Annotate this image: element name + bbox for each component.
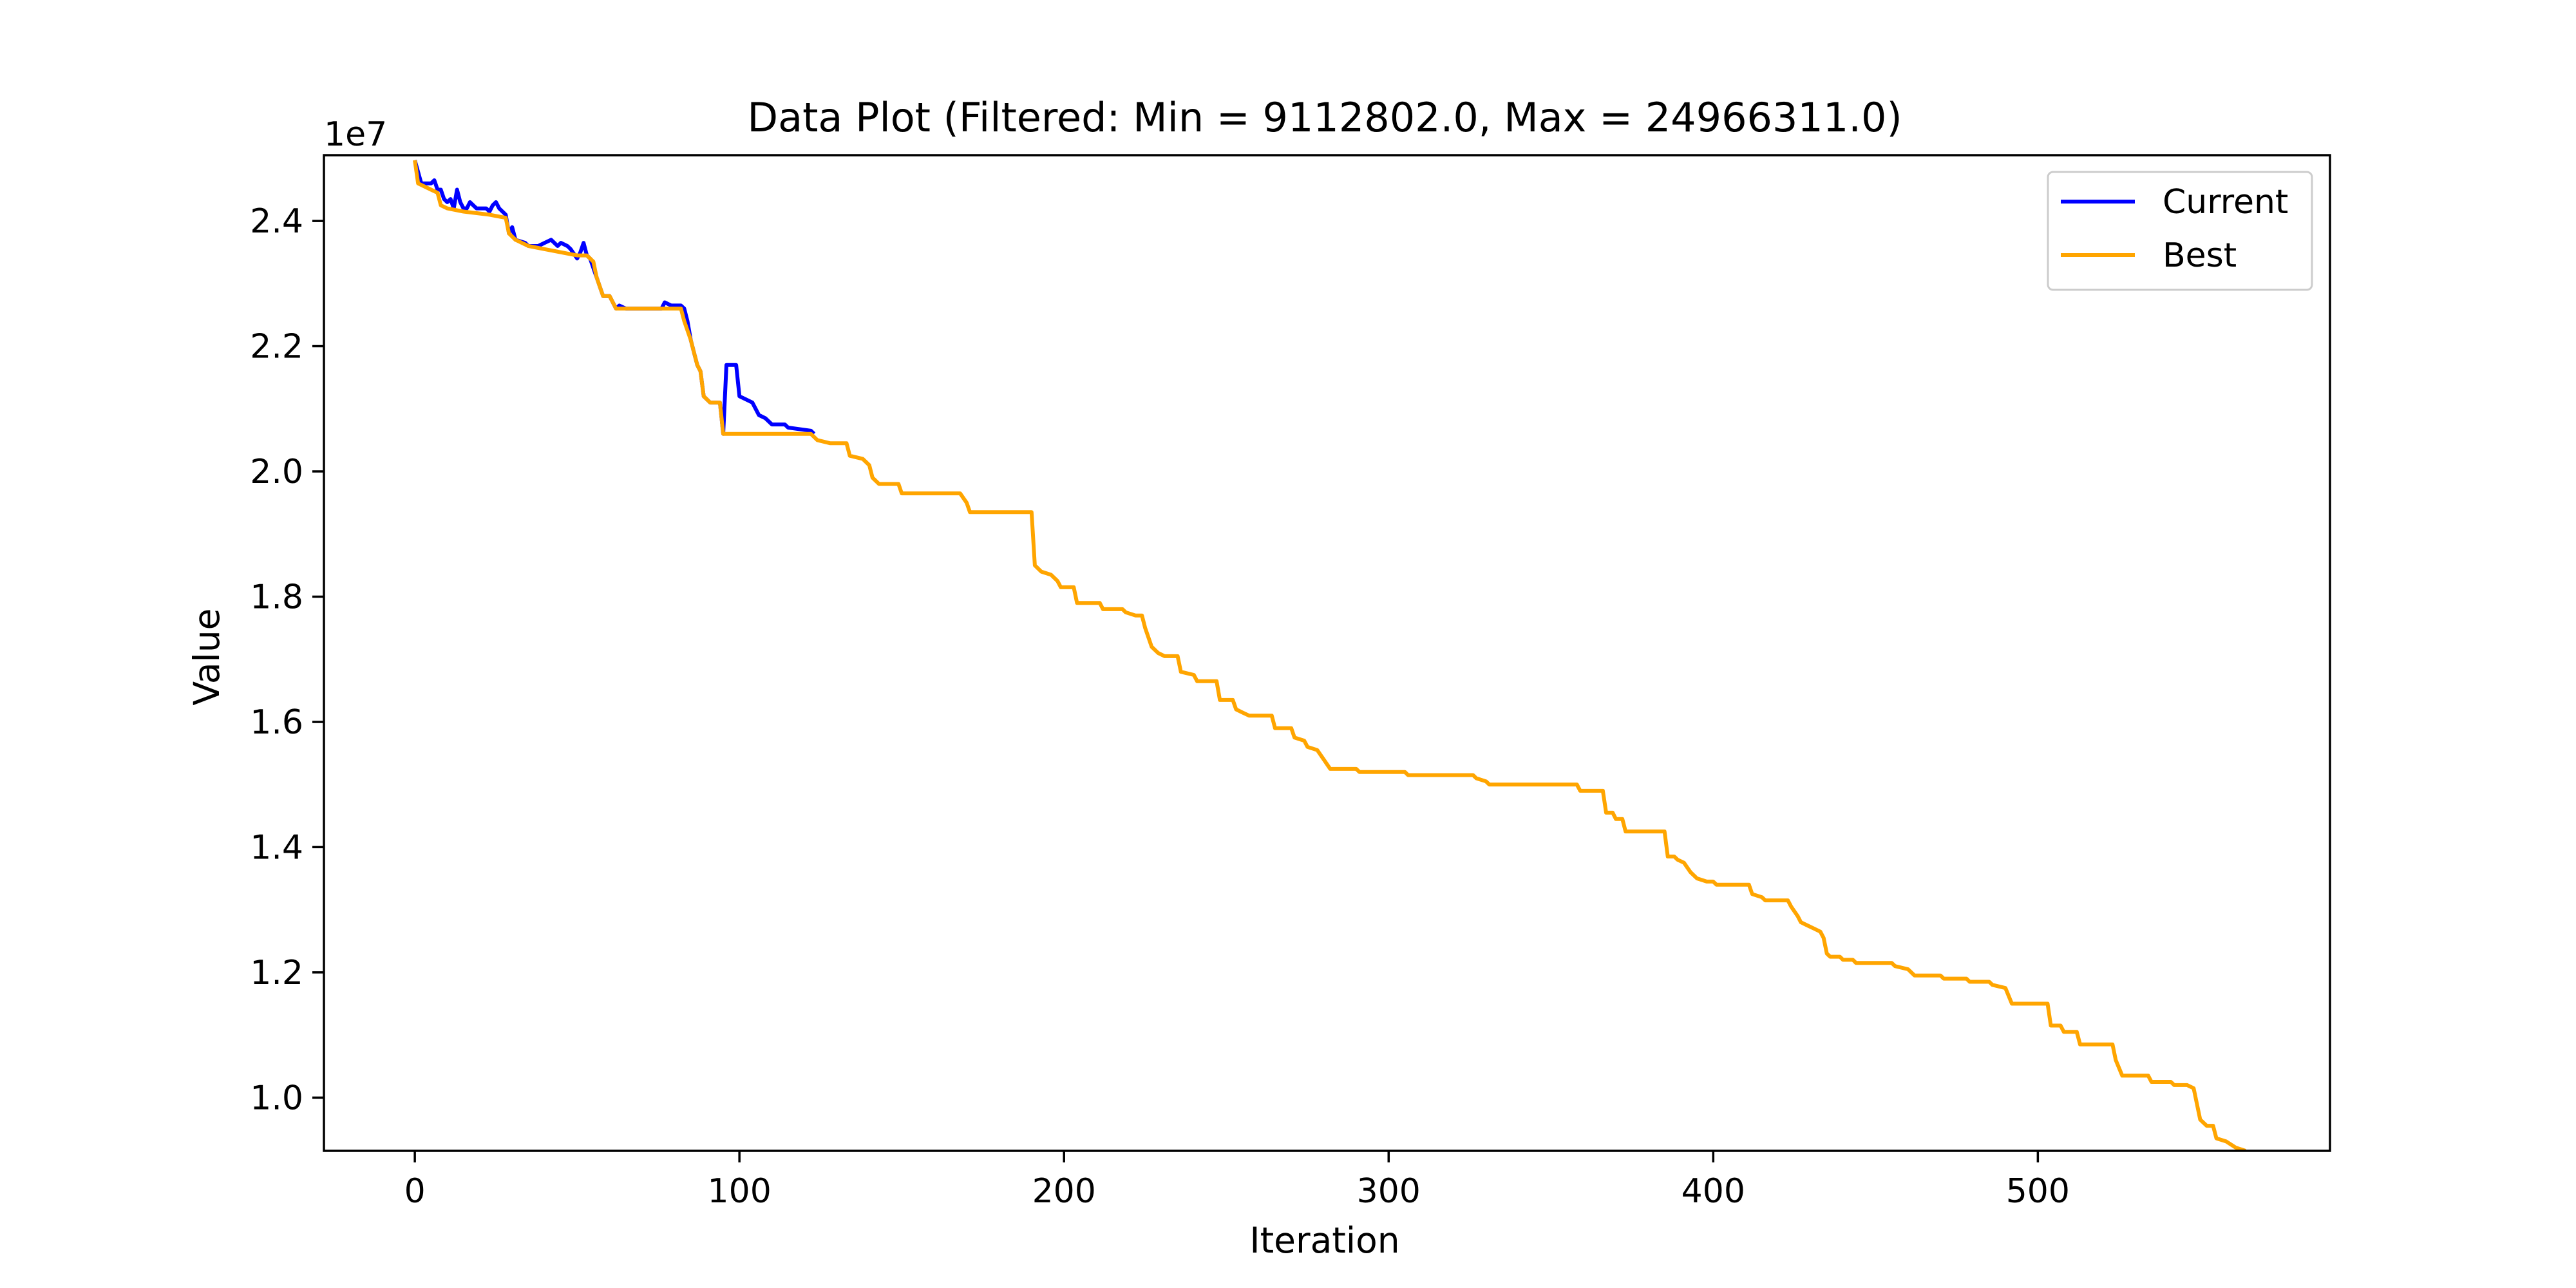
x-tick-label: 200 — [1032, 1172, 1096, 1211]
y-tick-label: 1.4 — [250, 828, 303, 867]
y-tick-label: 1.8 — [250, 578, 303, 616]
legend: Current Best — [2047, 171, 2313, 291]
series-line-best — [413, 160, 2246, 1151]
y-tick-label: 1.6 — [250, 703, 303, 742]
y-tick-label: 2.2 — [250, 328, 303, 366]
legend-label-best: Best — [2163, 236, 2237, 275]
x-tick-label: 100 — [708, 1172, 772, 1211]
y-offset-label: 1e7 — [324, 115, 387, 154]
plot-area — [413, 159, 2246, 1151]
y-tick-label: 2.4 — [250, 202, 303, 241]
x-tick-label: 400 — [1681, 1172, 1745, 1211]
y-axis: 1.0 1.2 1.4 1.6 1.8 2.0 2.2 2.4 — [250, 202, 324, 1117]
legend-label-current: Current — [2163, 183, 2288, 222]
x-axis: 0 100 200 300 400 500 — [404, 1151, 2070, 1211]
y-tick-label: 2.0 — [250, 453, 303, 491]
x-tick-label: 500 — [2006, 1172, 2070, 1211]
x-axis-label: Iteration — [1249, 1220, 1399, 1261]
plot-frame — [323, 154, 2331, 1152]
y-tick-label: 1.0 — [250, 1079, 303, 1117]
x-tick-label: 0 — [404, 1172, 426, 1211]
y-tick-label: 1.2 — [250, 954, 303, 992]
y-axis-label: Value — [186, 608, 227, 705]
x-tick-label: 300 — [1357, 1172, 1421, 1211]
chart-title: Data Plot (Filtered: Min = 9112802.0, Ma… — [747, 94, 1902, 141]
